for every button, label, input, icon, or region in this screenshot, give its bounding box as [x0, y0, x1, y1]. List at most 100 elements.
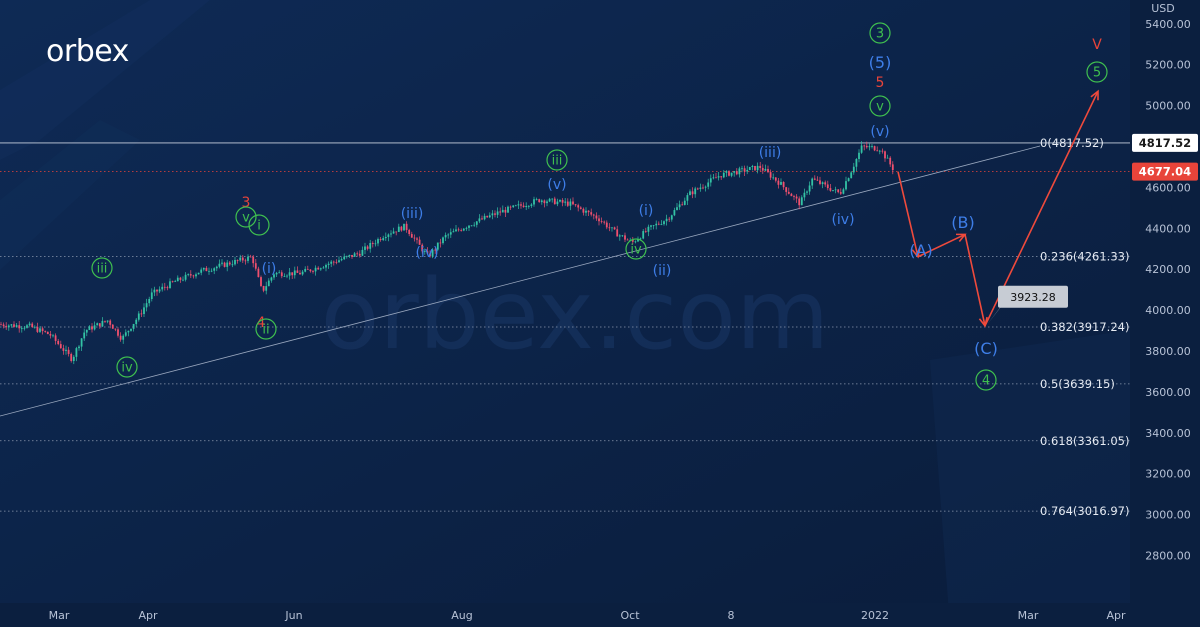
candle-body	[426, 251, 429, 254]
candle-body	[517, 204, 520, 206]
candle-body	[637, 239, 639, 242]
candle-body	[759, 165, 762, 168]
candle-body	[72, 356, 75, 362]
candle-body	[10, 324, 13, 326]
wave-label: (i)	[262, 261, 277, 277]
candle-body	[855, 159, 858, 167]
wave-label: (iii)	[401, 206, 424, 222]
candle-body	[127, 330, 130, 333]
wave-label-circle	[1086, 61, 1108, 83]
candle-body	[265, 286, 268, 291]
wave-label: (iv)	[415, 245, 438, 261]
candle-body	[556, 201, 559, 205]
trendline[interactable]	[0, 145, 1041, 417]
candle-body	[496, 211, 499, 215]
candle-body	[494, 213, 496, 215]
wave-label: (v)	[547, 177, 566, 193]
candle-body	[182, 279, 184, 281]
wave-label: 5	[876, 75, 885, 91]
y-tick-label: 2800.00	[1145, 550, 1191, 563]
candle-body	[345, 256, 348, 257]
candle-body	[364, 246, 366, 250]
forecast-target-value: 3923.28	[1010, 291, 1056, 304]
candle-body	[847, 178, 850, 182]
candle-body	[579, 207, 582, 209]
candle-body	[832, 190, 834, 191]
candle-body	[449, 232, 452, 235]
wave-label-circle	[116, 356, 138, 378]
wave-label-circle	[869, 95, 891, 117]
candle-body	[483, 215, 486, 220]
candle-body	[241, 257, 244, 261]
x-tick-label: Jun	[284, 609, 302, 622]
candle-body	[286, 275, 288, 277]
wave-label-circle	[248, 214, 270, 236]
y-tick-label: 3200.00	[1145, 468, 1191, 481]
candle-body	[187, 274, 190, 275]
candle-body	[122, 335, 125, 340]
candle-body	[564, 201, 567, 203]
candle-body	[743, 168, 746, 172]
candle-body	[163, 286, 166, 288]
candle-body	[299, 272, 301, 275]
candle-body	[800, 197, 803, 206]
candle-body	[156, 289, 158, 292]
wave-label: ii	[262, 323, 269, 338]
candle-body	[566, 201, 569, 206]
price-tags: 4817.52 4677.04	[1132, 133, 1198, 181]
candle-body	[247, 256, 249, 261]
candle-body	[236, 260, 239, 261]
candle-body	[301, 271, 304, 275]
candle-body	[83, 332, 86, 339]
wave-label: V	[1092, 37, 1102, 53]
high-price-tag[interactable]	[1132, 133, 1198, 152]
candle-body	[735, 171, 738, 175]
candle-body	[221, 262, 223, 264]
candle-body	[59, 344, 62, 349]
candle-body	[868, 146, 871, 148]
candle-body	[231, 264, 234, 266]
candle-body	[96, 323, 99, 326]
price-axis[interactable]	[1130, 0, 1200, 627]
forecast-target-callout[interactable]	[998, 285, 1068, 308]
candle-body	[621, 235, 624, 237]
candle-body	[166, 287, 169, 289]
candle-body	[782, 182, 785, 188]
candle-body	[104, 320, 106, 322]
candle-body	[351, 254, 353, 257]
candle-body	[65, 349, 67, 351]
candle-body	[650, 225, 652, 227]
forecast-path: 3923.28	[897, 89, 1099, 328]
wave-label: (iv)	[831, 212, 854, 228]
candle-body	[577, 205, 580, 208]
candle-body	[514, 205, 517, 207]
candle-body	[850, 172, 853, 179]
candle-body	[36, 326, 39, 332]
y-tick-label: 3800.00	[1145, 345, 1191, 358]
candle-body	[660, 224, 663, 225]
time-axis[interactable]	[0, 603, 1130, 627]
candle-body	[725, 171, 728, 173]
candle-body	[663, 221, 665, 225]
candle-body	[384, 236, 387, 239]
x-tick-label: Apr	[138, 609, 158, 622]
candle-body	[878, 150, 881, 152]
candle-body	[317, 267, 320, 270]
candle-body	[455, 229, 457, 232]
candle-body	[787, 191, 790, 194]
candle-body	[169, 281, 171, 289]
candle-body	[44, 331, 47, 332]
candle-body	[819, 180, 821, 184]
candle-body	[13, 324, 15, 327]
forecast-segment	[897, 171, 919, 257]
candle-body	[148, 298, 151, 304]
candle-body	[335, 261, 338, 263]
candle-body	[746, 169, 749, 172]
candle-body	[777, 180, 780, 185]
candle-body	[314, 267, 317, 272]
candle-body	[88, 326, 91, 330]
candle-body	[808, 185, 811, 192]
wave-label-circle	[235, 206, 257, 228]
current-price-tag[interactable]	[1132, 162, 1198, 181]
candle-body	[184, 274, 187, 280]
